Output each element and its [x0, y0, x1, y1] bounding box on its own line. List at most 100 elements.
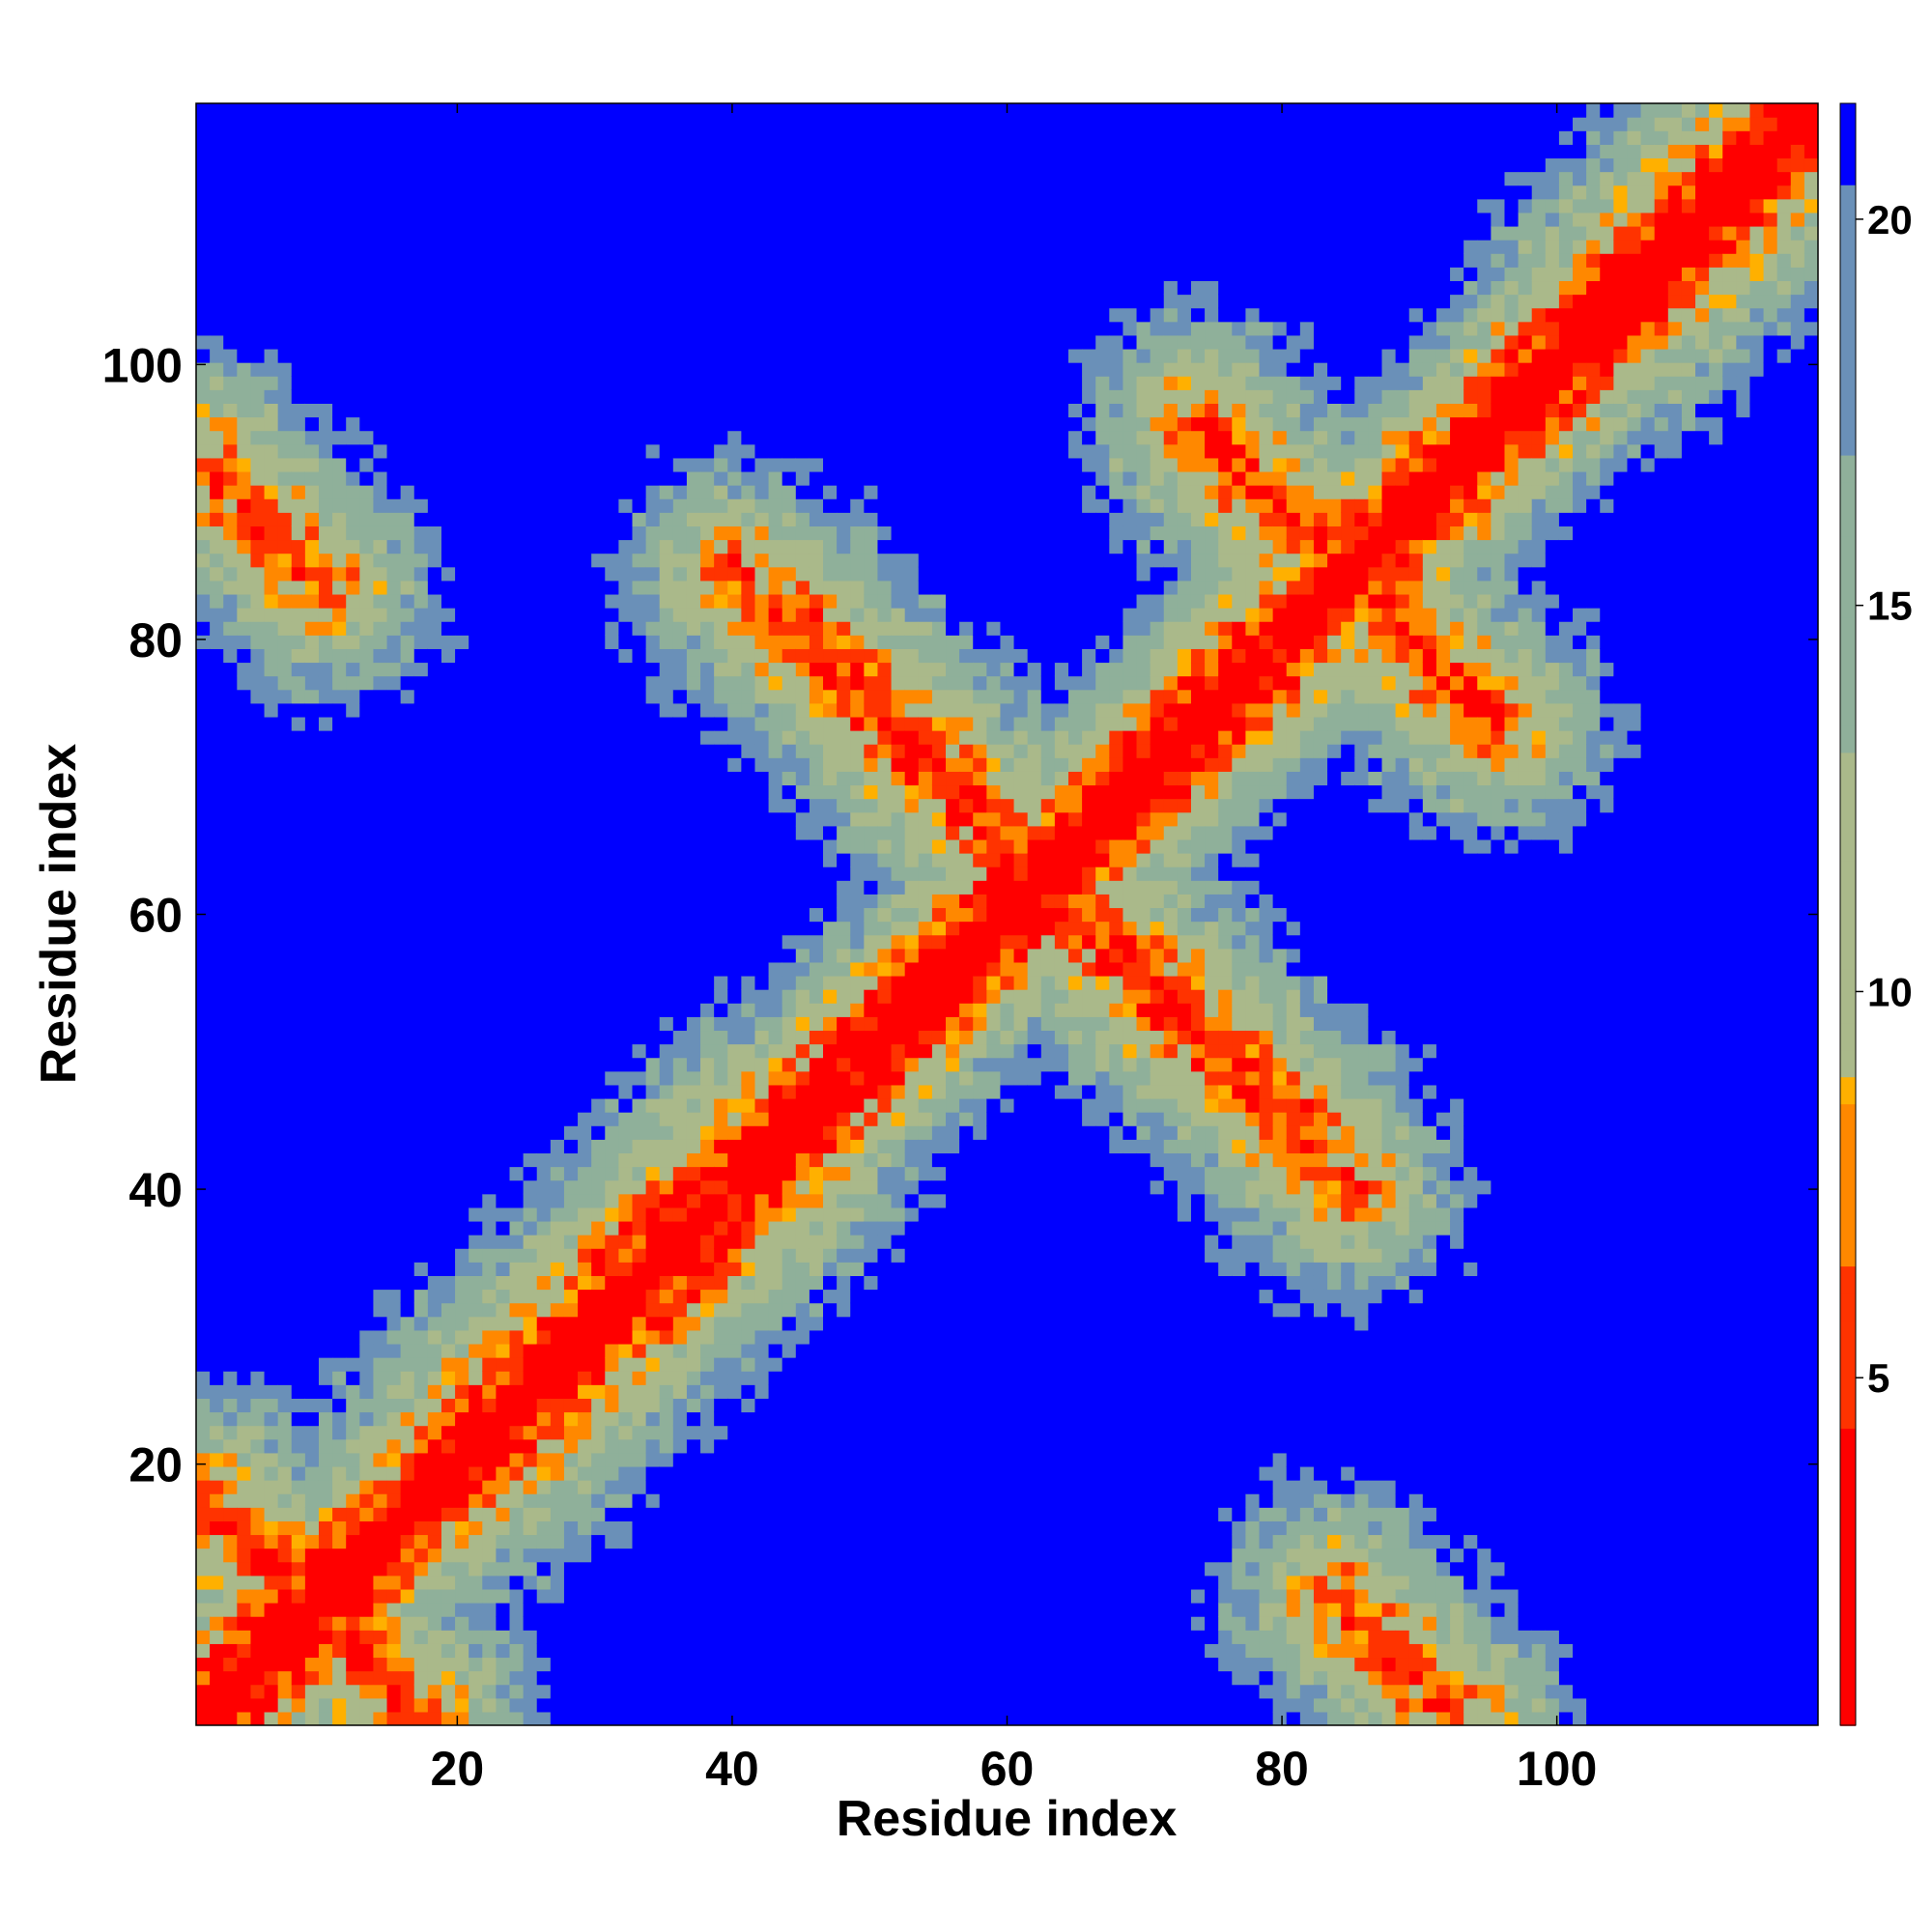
- heatmap-cell: [237, 1548, 252, 1563]
- heatmap-cell: [413, 348, 429, 363]
- heatmap-cell: [223, 961, 238, 977]
- heatmap-cell: [223, 1057, 238, 1072]
- heatmap-cell: [578, 240, 592, 254]
- heatmap-cell: [700, 1220, 715, 1236]
- heatmap-cell: [440, 1452, 456, 1467]
- heatmap-cell: [304, 757, 320, 772]
- heatmap-cell: [346, 1166, 360, 1181]
- heatmap-cell: [578, 757, 592, 772]
- heatmap-cell: [714, 1548, 728, 1563]
- heatmap-cell: [714, 975, 728, 990]
- heatmap-cell: [741, 1697, 756, 1713]
- heatmap-cell: [605, 1357, 619, 1372]
- heatmap-cell: [618, 267, 634, 282]
- heatmap-cell: [605, 1179, 619, 1195]
- heatmap-cell: [536, 934, 552, 950]
- heatmap-cell: [304, 1207, 320, 1222]
- heatmap-cell: [237, 1329, 252, 1345]
- heatmap-cell: [440, 485, 456, 499]
- heatmap-cell: [373, 961, 388, 977]
- heatmap-cell: [727, 117, 742, 131]
- heatmap-cell: [563, 702, 579, 718]
- heatmap-cell: [509, 1193, 525, 1208]
- heatmap-cell: [536, 185, 552, 200]
- heatmap-cell: [686, 294, 701, 309]
- heatmap-cell: [741, 880, 756, 895]
- heatmap-cell: [210, 1112, 224, 1126]
- heatmap-cell: [223, 1603, 238, 1617]
- heatmap-cell: [700, 1711, 715, 1725]
- heatmap-cell: [482, 457, 497, 472]
- heatmap-cell: [550, 1125, 565, 1140]
- heatmap-cell: [550, 416, 565, 432]
- heatmap-cell: [536, 362, 552, 377]
- heatmap-cell: [482, 648, 497, 664]
- heatmap-cell: [359, 1097, 375, 1113]
- heatmap-cell: [550, 1507, 565, 1521]
- heatmap-cell: [672, 744, 688, 758]
- heatmap-cell: [427, 853, 442, 867]
- heatmap-cell: [304, 853, 320, 867]
- heatmap-cell: [440, 961, 456, 977]
- heatmap-cell: [496, 771, 511, 786]
- heatmap-cell: [686, 1548, 701, 1563]
- heatmap-cell: [578, 1166, 592, 1181]
- heatmap-cell: [482, 1207, 497, 1222]
- heatmap-cell: [237, 566, 252, 582]
- heatmap-cell: [373, 362, 388, 377]
- heatmap-cell: [496, 1152, 511, 1168]
- heatmap-cell: [578, 1316, 592, 1331]
- heatmap-cell: [563, 144, 579, 159]
- heatmap-cell: [264, 1643, 279, 1659]
- heatmap-cell: [578, 1030, 592, 1045]
- heatmap-cell: [509, 784, 525, 800]
- heatmap-cell: [509, 553, 525, 568]
- heatmap-cell: [563, 1139, 579, 1154]
- heatmap-cell: [550, 498, 565, 513]
- heatmap-cell: [578, 212, 592, 227]
- heatmap-cell: [400, 825, 415, 840]
- heatmap-cell: [304, 1329, 320, 1345]
- heatmap-cell: [509, 240, 525, 254]
- heatmap-cell: [496, 1520, 511, 1536]
- heatmap-cell: [645, 553, 661, 568]
- heatmap-cell: [318, 771, 333, 786]
- heatmap-cell: [223, 485, 238, 499]
- heatmap-cell: [550, 1398, 565, 1413]
- heatmap-cell: [563, 1235, 579, 1249]
- heatmap-cell: [237, 1507, 252, 1521]
- heatmap-cell: [250, 1097, 266, 1113]
- heatmap-cell: [632, 470, 647, 486]
- heatmap-cell: [413, 1697, 429, 1713]
- heatmap-cell: [291, 1425, 306, 1440]
- heatmap-cell: [196, 1357, 211, 1372]
- heatmap-cell: [618, 526, 634, 541]
- heatmap-cell: [359, 1630, 375, 1644]
- heatmap-cell: [672, 1343, 688, 1358]
- heatmap-cell: [509, 117, 525, 131]
- heatmap-cell: [469, 1411, 483, 1427]
- heatmap-cell: [632, 1166, 647, 1181]
- heatmap-cell: [386, 635, 402, 649]
- heatmap-cell: [210, 1643, 224, 1659]
- heatmap-cell: [536, 539, 552, 554]
- heatmap-cell: [264, 553, 279, 568]
- heatmap-cell: [714, 1711, 728, 1725]
- heatmap-cell: [455, 1520, 469, 1536]
- heatmap-cell: [754, 1357, 770, 1372]
- heatmap-cell: [400, 1438, 415, 1454]
- heatmap-cell: [264, 1493, 279, 1508]
- heatmap-cell: [754, 730, 770, 745]
- heatmap-cell: [332, 975, 347, 990]
- heatmap-cell: [373, 416, 388, 432]
- heatmap-cell: [386, 757, 402, 772]
- heatmap-cell: [469, 553, 483, 568]
- heatmap-cell: [618, 757, 634, 772]
- heatmap-cell: [714, 362, 728, 377]
- heatmap-cell: [346, 1235, 360, 1249]
- heatmap-cell: [550, 989, 565, 1004]
- heatmap-cell: [210, 1465, 224, 1481]
- heatmap-cell: [496, 798, 511, 813]
- heatmap-cell: [304, 348, 320, 363]
- heatmap-cell: [659, 1329, 674, 1345]
